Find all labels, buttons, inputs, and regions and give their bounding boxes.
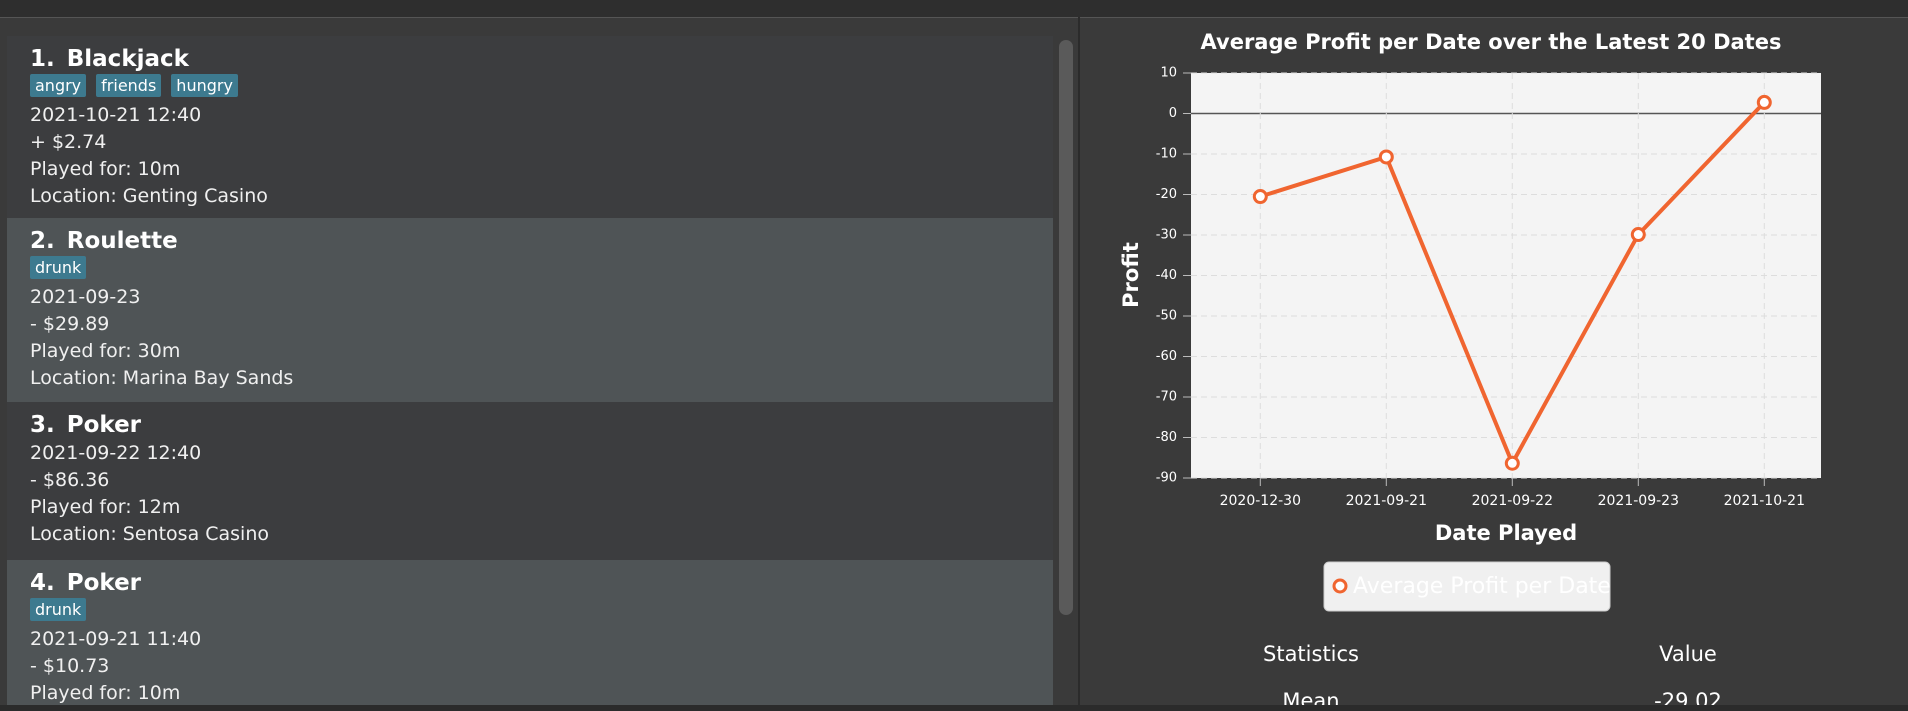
tag: drunk: [30, 256, 87, 279]
entry-profit: - $10.73: [30, 655, 110, 677]
x-tick-label: 2020-12-30: [1220, 493, 1301, 509]
data-point: [1504, 455, 1520, 471]
entry-title: 3. Poker: [30, 410, 1053, 440]
y-tick-label: -10: [1156, 147, 1177, 162]
x-tick-label: 2021-09-22: [1472, 493, 1553, 509]
x-tick-label: 2021-09-23: [1598, 493, 1679, 509]
game-entry[interactable]: 1. Blackjack angry friends hungry 2021-10-21 …: [7, 36, 1053, 218]
legend-label: Average Profit per Date: [1353, 574, 1611, 599]
y-tick-label: -90: [1156, 471, 1177, 486]
chart-title: Average Profit per Date over the Latest …: [1201, 30, 1782, 54]
entry-profit: + $2.74: [30, 131, 107, 153]
entry-index: 1.: [30, 46, 55, 72]
legend-marker: [1332, 578, 1348, 594]
entry-name: Poker: [66, 570, 142, 596]
game-entry[interactable]: 4. Poker drunk 2021-09-21 11:40 - $10.73 Play…: [7, 560, 1053, 706]
entry-title: 4. Poker: [30, 568, 1053, 598]
y-tick-label: 10: [1160, 66, 1177, 81]
y-tick-label: -80: [1156, 430, 1177, 445]
tag: hungry: [171, 74, 238, 97]
y-tick-label: -60: [1156, 349, 1177, 364]
y-tick-label: 0: [1169, 106, 1177, 121]
x-tick-label: 2021-10-21: [1724, 493, 1805, 509]
scrollbar[interactable]: [1059, 40, 1073, 615]
x-axis-label: Date Played: [1435, 521, 1577, 545]
game-entry[interactable]: 3. Poker 2021-09-22 12:40 - $86.36 Played fo…: [7, 402, 1053, 560]
tag: friends: [96, 74, 162, 97]
entry-location: Location: Marina Bay Sands: [30, 367, 294, 389]
entry-datetime: 2021-09-22 12:40: [30, 442, 202, 464]
data-point: [1630, 227, 1646, 243]
entry-index: 4.: [30, 570, 55, 596]
entry-name: Poker: [66, 412, 142, 438]
entry-location: Location: Sentosa Casino: [30, 523, 270, 545]
entry-name: Blackjack: [66, 46, 189, 72]
legend-box: [1323, 561, 1611, 612]
y-tick-label: -70: [1156, 390, 1177, 405]
y-tick-label: -50: [1156, 309, 1177, 324]
data-point: [1252, 189, 1268, 205]
menu-bar: [0, 0, 1908, 18]
entry-duration: Played for: 10m: [30, 682, 181, 704]
entry-duration: Played for: 12m: [30, 496, 181, 518]
chart-panel: Average Profit per Date over the Latest …: [1119, 30, 1821, 711]
entry-index: 2.: [30, 228, 55, 254]
game-list: 1. Blackjack angry friends hungry 2021-10-21 …: [7, 36, 1053, 706]
divider: [1078, 17, 1080, 711]
tag-row: angry friends hungry: [30, 74, 1053, 102]
entry-name: Roulette: [66, 228, 178, 254]
data-point: [1756, 94, 1772, 110]
y-axis-label: Profit: [1119, 242, 1143, 308]
stats-header: Value: [1659, 642, 1717, 666]
entry-datetime: 2021-10-21 12:40: [30, 104, 202, 126]
entry-index: 3.: [30, 412, 55, 438]
entry-location: Location: Genting Casino: [30, 185, 268, 207]
entry-duration: Played for: 30m: [30, 340, 181, 362]
stats-header: Statistics: [1263, 642, 1359, 666]
entry-datetime: 2021-09-21 11:40: [30, 628, 202, 650]
entry-title: 2. Roulette: [30, 226, 1053, 256]
game-entry[interactable]: 2. Roulette drunk 2021-09-23 - $29.89 Played …: [7, 218, 1053, 402]
y-tick-label: -30: [1156, 228, 1177, 243]
entry-profit: - $86.36: [30, 469, 110, 491]
entry-profit: - $29.89: [30, 313, 110, 335]
bottom-bar: [0, 705, 1908, 711]
entry-duration: Played for: 10m: [30, 158, 181, 180]
data-point: [1378, 149, 1394, 165]
tag: drunk: [30, 598, 87, 621]
y-tick-label: -40: [1156, 268, 1177, 283]
tag-row: drunk: [30, 256, 1053, 284]
tag: angry: [30, 74, 87, 97]
x-tick-label: 2021-09-21: [1346, 493, 1427, 509]
entry-datetime: 2021-09-23: [30, 286, 141, 308]
entry-title: 1. Blackjack: [30, 44, 1053, 74]
tag-row: drunk: [30, 598, 1053, 626]
y-tick-label: -20: [1156, 187, 1177, 202]
